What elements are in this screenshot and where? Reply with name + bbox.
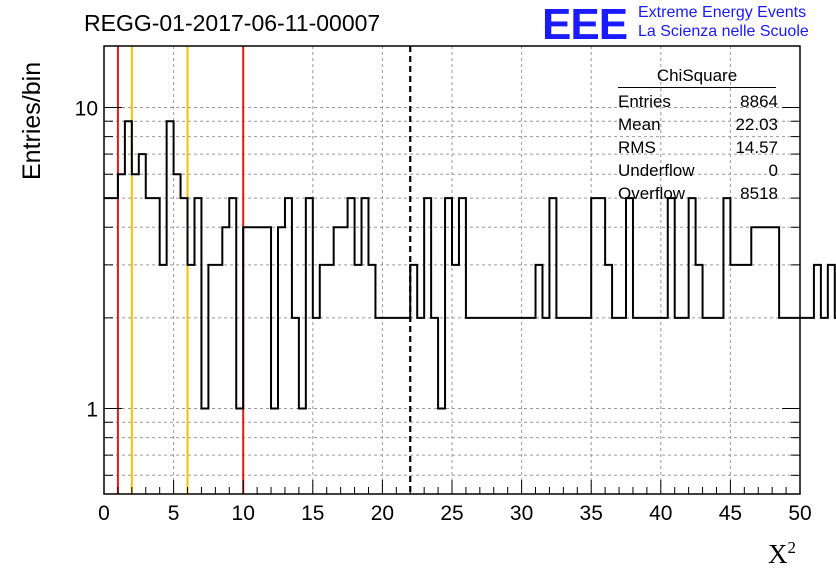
histogram-series: [104, 120, 836, 410]
stats-value: 8864: [740, 92, 778, 111]
x-tick-label: 15: [301, 502, 324, 525]
stats-row-underflow: Underflow 0: [612, 159, 778, 182]
histogram: [104, 120, 836, 410]
stats-label: Overflow: [618, 184, 686, 203]
reference-lines: [116, 46, 412, 494]
stats-value: 8518: [740, 184, 778, 203]
stats-rows: Entries 8864 Mean 22.03 RMS 14.57 Underflow 0 Ov…: [612, 90, 778, 205]
eee-logo: EEE: [542, 0, 628, 49]
x-tick-label: 25: [440, 502, 463, 525]
stats-value: 14.57: [735, 138, 778, 157]
y-axis-label: Entries/bin: [18, 61, 46, 180]
x-tick-label: 50: [788, 502, 811, 525]
logo-caption-2: La Scienza nelle Scuole: [638, 23, 809, 40]
x-tick-label: 0: [98, 502, 110, 525]
x-tick-label: 45: [719, 502, 742, 525]
stats-row-rms: RMS 14.57: [612, 136, 778, 159]
y-tick-label: 10: [75, 97, 98, 120]
logo-caption-1: Extreme Energy Events: [638, 4, 807, 21]
x-tick-label: 10: [232, 502, 255, 525]
stats-label: Mean: [618, 115, 661, 134]
stats-label: Underflow: [618, 161, 695, 180]
axes: 0 5 10 15 20 25 30 35 40 45 50 1 10: [75, 97, 812, 525]
stats-title: ChiSquare: [618, 66, 776, 88]
stats-row-mean: Mean 22.03: [612, 113, 778, 136]
stats-box: ChiSquare Entries 8864 Mean 22.03 RMS 14.57 Un…: [612, 66, 778, 205]
stats-row-entries: Entries 8864: [612, 90, 778, 113]
stats-value: 0: [768, 161, 778, 180]
plot-title: REGG-01-2017-06-11-00007: [84, 10, 381, 36]
x-tick-label: 20: [371, 502, 394, 525]
stats-label: RMS: [618, 138, 656, 157]
x-tick-label: 35: [580, 502, 603, 525]
x-axis-label: X2: [768, 538, 796, 570]
x-axis-label-superscript: 2: [787, 538, 797, 557]
x-tick-label: 5: [168, 502, 180, 525]
x-axis-label-text: X: [768, 539, 788, 569]
stats-value: 22.03: [735, 115, 778, 134]
x-tick-label: 40: [649, 502, 672, 525]
x-tick-label: 30: [510, 502, 533, 525]
stats-label: Entries: [618, 92, 671, 111]
y-tick-label: 1: [86, 399, 98, 422]
stats-row-overflow: Overflow 8518: [612, 182, 778, 205]
